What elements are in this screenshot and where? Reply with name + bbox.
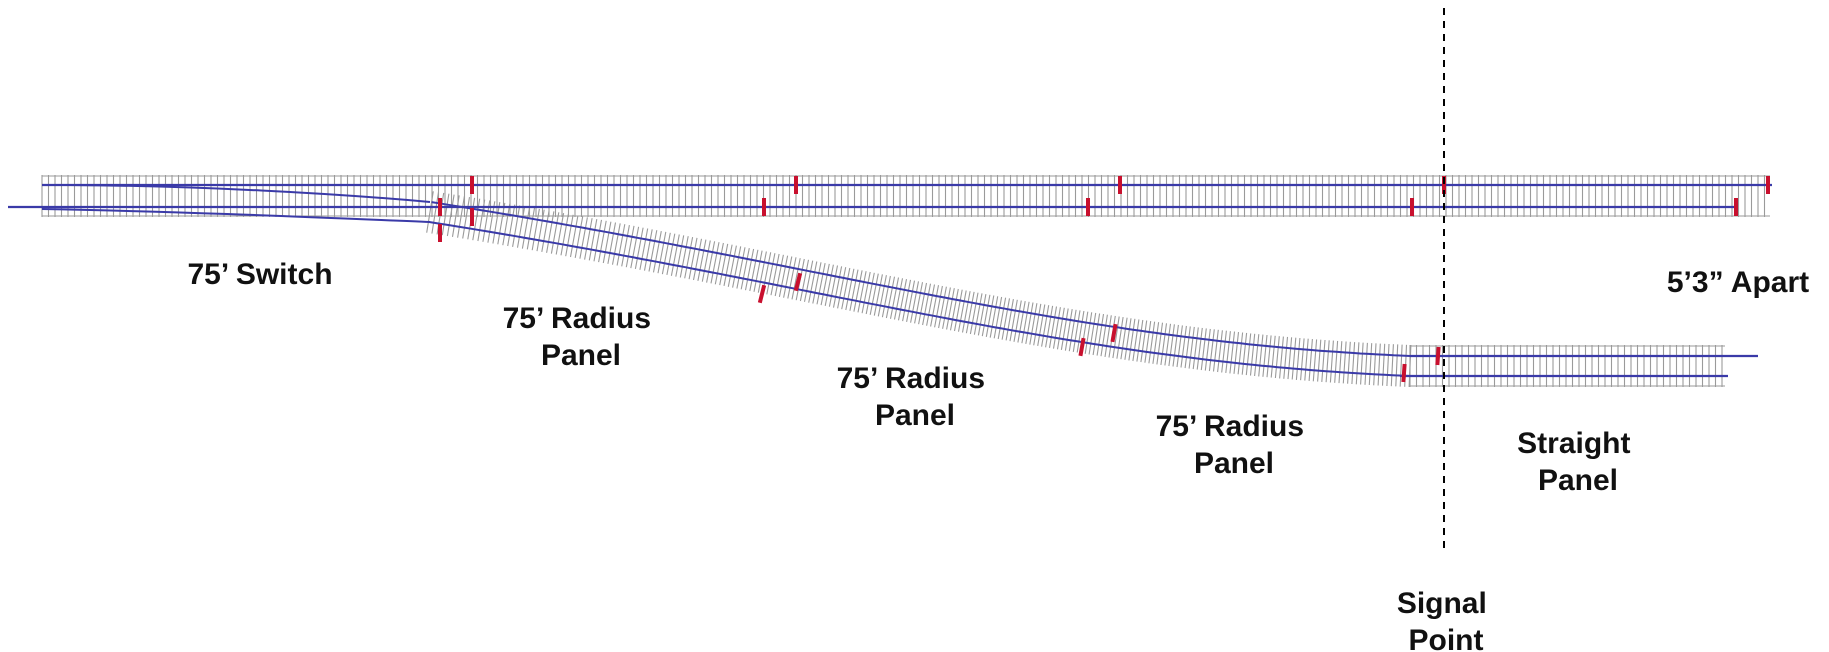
joint-main-bottom-3: [1086, 198, 1090, 216]
main-track-sleepers: [41, 175, 1766, 217]
joint-main-top-5-mark: [1766, 176, 1770, 194]
joint-main-bottom-2: [762, 198, 766, 216]
joint-main-bottom-4-mark: [1410, 198, 1414, 216]
joint-main-bottom-3-mark: [1086, 198, 1090, 216]
joint-switch-top-mark: [470, 208, 474, 226]
joint-curve-3-top: [1435, 346, 1441, 366]
signal-point-label: Signal Point: [1397, 587, 1495, 652]
switch-label: 75’ Switch: [187, 258, 332, 291]
joint-curve-2-bottom: [1078, 337, 1086, 357]
joint-main-top-1-mark: [470, 176, 474, 194]
joint-switch-top: [470, 208, 474, 226]
curved-track-sleepers: [426, 191, 1412, 388]
joint-main-bottom-1-mark: [438, 198, 442, 216]
rails-layer: [8, 183, 1772, 378]
joint-curve-1-bottom: [757, 284, 767, 304]
joint-curve-1-top-mark: [793, 272, 803, 292]
radius-panel-1-label: 75’ Radius Panel: [503, 302, 660, 372]
radius-panel-2-label: 75’ Radius Panel: [837, 362, 994, 432]
joint-curve-1-bottom-mark: [757, 284, 767, 304]
joint-curve-1-top: [793, 272, 803, 292]
straight-panel-sleepers: [1409, 345, 1723, 387]
joint-main-top-3-mark: [1118, 176, 1122, 194]
radius-panel-3-label: 75’ Radius Panel: [1156, 410, 1313, 480]
straight-panel-label: Straight Panel: [1517, 427, 1639, 497]
joint-main-bottom-2-mark: [762, 198, 766, 216]
joint-main-top-5: [1766, 176, 1770, 194]
rail-joints-layer: [438, 176, 1770, 383]
joint-main-top-1: [470, 176, 474, 194]
joint-curve-2-bottom-mark: [1078, 337, 1086, 357]
curved-rail-inner: [428, 220, 1410, 377]
joint-main-bottom-5: [1734, 198, 1738, 216]
joint-switch-bottom-mark: [438, 224, 442, 242]
joint-main-top-4-mark: [1442, 176, 1446, 194]
apart-label: 5’3” Apart: [1667, 266, 1809, 299]
joint-curve-2-top: [1110, 323, 1118, 343]
curved-rail-outer: [431, 201, 1411, 357]
joint-switch-bottom: [438, 224, 442, 242]
switch-closure-rail-top: [69, 184, 431, 203]
joint-curve-3-top-mark: [1435, 346, 1441, 366]
joint-main-top-3: [1118, 176, 1122, 194]
joint-main-top-2: [794, 176, 798, 194]
joint-main-bottom-5-mark: [1734, 198, 1738, 216]
joint-curve-2-top-mark: [1110, 323, 1118, 343]
joint-curve-3-bottom: [1401, 363, 1407, 383]
switch-closure-rail-bottom: [41, 208, 431, 223]
sleepers-layer: [41, 175, 1770, 388]
joint-main-bottom-1: [438, 198, 442, 216]
joint-main-bottom-4: [1410, 198, 1414, 216]
joint-main-top-2-mark: [794, 176, 798, 194]
joint-curve-3-bottom-mark: [1401, 363, 1407, 383]
joint-main-top-4: [1442, 176, 1446, 194]
